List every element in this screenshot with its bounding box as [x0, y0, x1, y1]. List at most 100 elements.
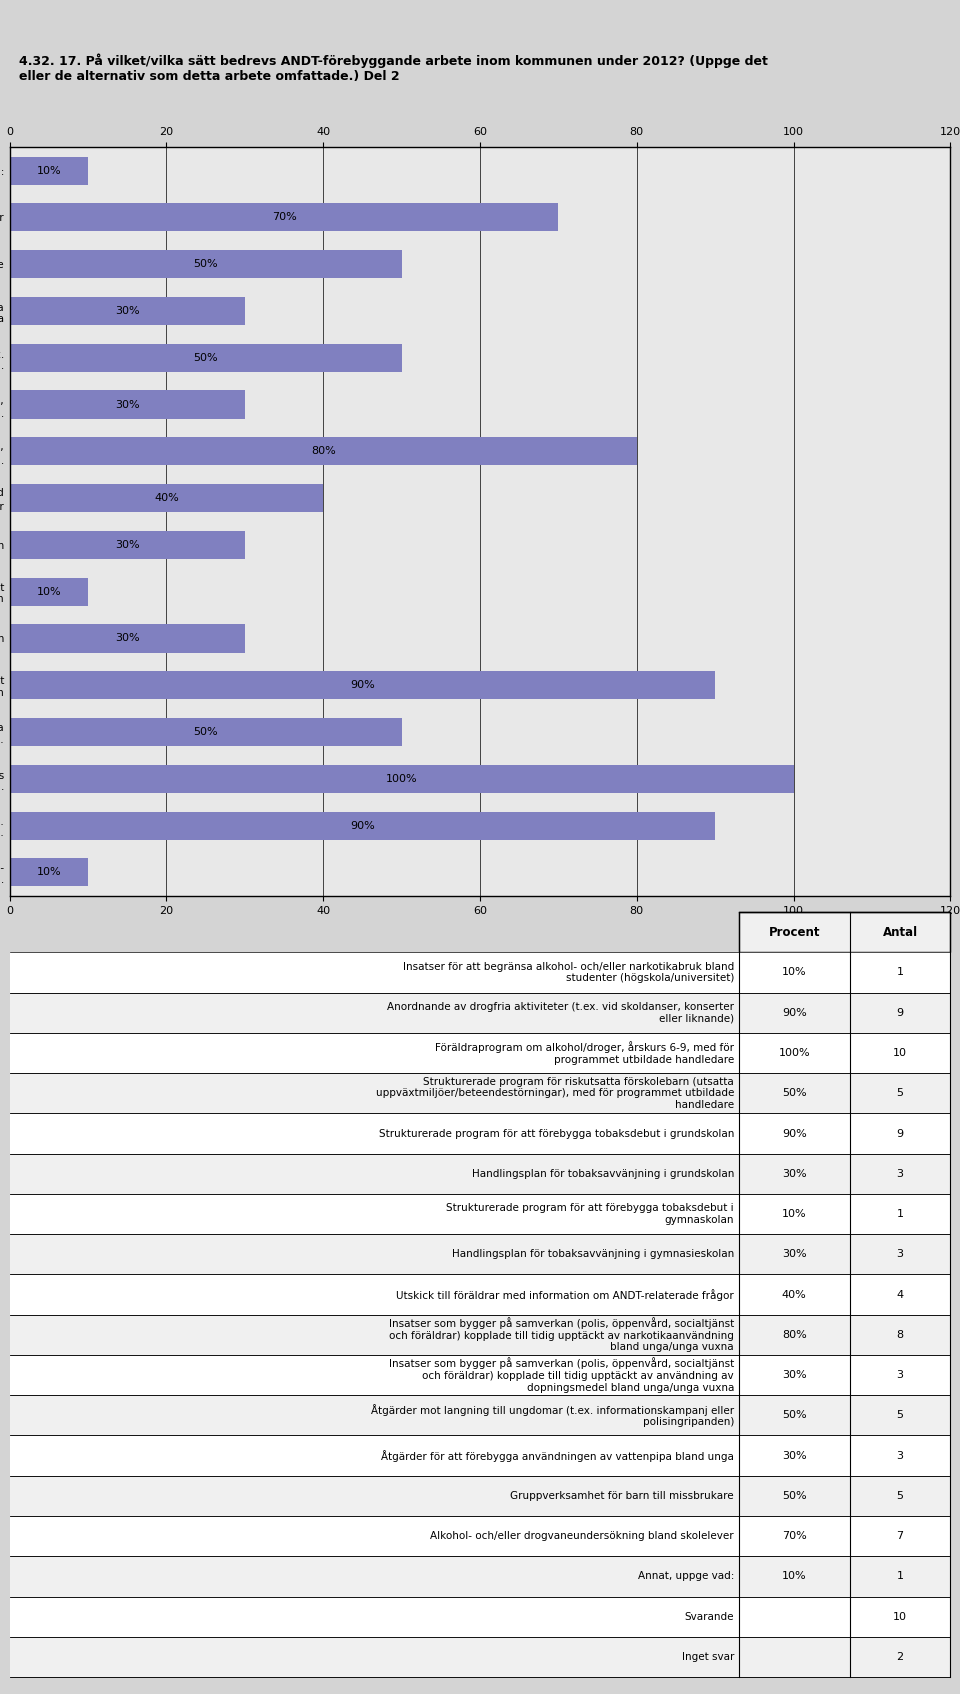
Text: 3: 3 — [897, 1169, 903, 1179]
Bar — [850, 1516, 950, 1557]
Bar — [10, 344, 401, 371]
Text: 5: 5 — [897, 1088, 903, 1098]
Bar — [739, 1516, 850, 1557]
Text: 40%: 40% — [781, 1289, 806, 1299]
Text: Inget svar: Inget svar — [682, 1652, 734, 1662]
Bar — [739, 1435, 850, 1475]
Bar — [10, 251, 401, 278]
Text: Handlingsplan för tobaksavvänjning i grundskolan: Handlingsplan för tobaksavvänjning i gru… — [471, 1169, 734, 1179]
Text: 10: 10 — [893, 1611, 907, 1621]
Text: 7: 7 — [897, 1531, 903, 1542]
Text: 2: 2 — [897, 1652, 903, 1662]
Bar — [10, 1355, 950, 1396]
Bar — [739, 1596, 850, 1636]
Text: 5: 5 — [897, 1411, 903, 1420]
Text: Svarande: Svarande — [684, 1611, 734, 1621]
Text: 10%: 10% — [36, 867, 61, 877]
Bar — [850, 1396, 950, 1435]
Text: Åtgärder för att förebygga användningen av vattenpipa bland unga: Åtgärder för att förebygga användningen … — [381, 1450, 734, 1462]
Text: 30%: 30% — [115, 634, 139, 644]
Bar — [10, 1235, 950, 1274]
Text: 90%: 90% — [350, 681, 374, 689]
Text: 80%: 80% — [781, 1330, 806, 1340]
Text: Insatser som bygger på samverkan (polis, öppenvård, socialtjänst
och föräldrar) : Insatser som bygger på samverkan (polis,… — [389, 1357, 734, 1392]
Text: 50%: 50% — [781, 1088, 806, 1098]
Bar — [850, 1596, 950, 1636]
Bar — [10, 1033, 950, 1072]
Text: 30%: 30% — [781, 1248, 806, 1259]
Text: Insatser som bygger på samverkan (polis, öppenvård, socialtjänst
och föräldrar) : Insatser som bygger på samverkan (polis,… — [389, 1318, 734, 1352]
Text: 70%: 70% — [272, 212, 297, 222]
Text: 5: 5 — [897, 1491, 903, 1501]
Text: Strukturerade program för att förebygga tobaksdebut i grundskolan: Strukturerade program för att förebygga … — [378, 1128, 734, 1138]
Text: 3: 3 — [897, 1450, 903, 1460]
Text: 1: 1 — [897, 1572, 903, 1582]
Text: Strukturerade program för att förebygga tobaksdebut i
gymnaskolan: Strukturerade program för att förebygga … — [446, 1203, 734, 1225]
Text: 80%: 80% — [311, 446, 336, 456]
Bar — [10, 1516, 950, 1557]
Bar — [10, 859, 88, 886]
Bar — [739, 1396, 850, 1435]
Bar — [850, 1636, 950, 1677]
Text: 30%: 30% — [115, 307, 139, 315]
Bar — [850, 1315, 950, 1355]
Bar — [10, 1113, 950, 1154]
Text: 10%: 10% — [781, 1572, 806, 1582]
Bar — [850, 1475, 950, 1516]
Text: 70%: 70% — [781, 1531, 806, 1542]
Bar — [10, 952, 950, 993]
Bar — [10, 1475, 950, 1516]
Text: 30%: 30% — [115, 540, 139, 551]
Bar — [739, 1315, 850, 1355]
Bar — [10, 484, 324, 512]
Text: 30%: 30% — [781, 1169, 806, 1179]
Bar — [10, 1596, 950, 1636]
Text: 90%: 90% — [781, 1128, 806, 1138]
Text: Alkohol- och/eller drogvaneundersökning bland skolelever: Alkohol- och/eller drogvaneundersökning … — [430, 1531, 734, 1542]
Bar — [10, 1557, 950, 1596]
Bar — [739, 1113, 850, 1154]
Text: Strukturerade program för riskutsatta förskolebarn (utsatta
uppväxtmiljöer/betee: Strukturerade program för riskutsatta fö… — [375, 1077, 734, 1110]
Bar — [10, 1315, 950, 1355]
Bar — [850, 993, 950, 1033]
Text: 10: 10 — [893, 1049, 907, 1059]
Bar — [739, 1033, 850, 1072]
Bar — [850, 1113, 950, 1154]
Bar — [10, 718, 401, 745]
Text: 8: 8 — [897, 1330, 903, 1340]
Text: 3: 3 — [897, 1248, 903, 1259]
Text: 30%: 30% — [115, 400, 139, 410]
Text: 90%: 90% — [781, 1008, 806, 1018]
Text: Procent: Procent — [768, 925, 820, 938]
Text: Anordnande av drogfria aktiviteter (t.ex. vid skoldanser, konserter
eller liknan: Anordnande av drogfria aktiviteter (t.ex… — [387, 1001, 734, 1023]
Text: Antal: Antal — [882, 925, 918, 938]
Bar — [10, 203, 559, 232]
Bar — [850, 1557, 950, 1596]
Bar — [739, 952, 850, 993]
Text: 90%: 90% — [350, 820, 374, 830]
Bar — [850, 1274, 950, 1315]
Text: 40%: 40% — [154, 493, 179, 503]
Bar — [850, 952, 950, 993]
Bar — [10, 764, 794, 793]
Bar — [739, 1355, 850, 1396]
Text: Utskick till föräldrar med information om ANDT-relaterade frågor: Utskick till föräldrar med information o… — [396, 1289, 734, 1301]
Bar — [10, 1274, 950, 1315]
Text: Föräldraprogram om alkohol/droger, årskurs 6-9, med för
programmet utbildade han: Föräldraprogram om alkohol/droger, årsku… — [435, 1042, 734, 1066]
Bar — [10, 530, 245, 559]
Bar — [10, 437, 636, 466]
Text: 1: 1 — [897, 1210, 903, 1220]
Bar — [850, 1072, 950, 1113]
Text: 50%: 50% — [193, 352, 218, 363]
Bar — [739, 1475, 850, 1516]
Text: Insatser för att begränsa alkohol- och/eller narkotikabruk bland
studenter (högs: Insatser för att begränsa alkohol- och/e… — [403, 962, 734, 983]
Text: 10%: 10% — [36, 166, 61, 176]
Text: 50%: 50% — [781, 1491, 806, 1501]
Bar — [850, 1355, 950, 1396]
Bar — [739, 993, 850, 1033]
Bar — [10, 578, 88, 606]
Bar — [10, 625, 245, 652]
Text: 50%: 50% — [781, 1411, 806, 1420]
Text: 100%: 100% — [386, 774, 418, 784]
Bar — [10, 993, 950, 1033]
